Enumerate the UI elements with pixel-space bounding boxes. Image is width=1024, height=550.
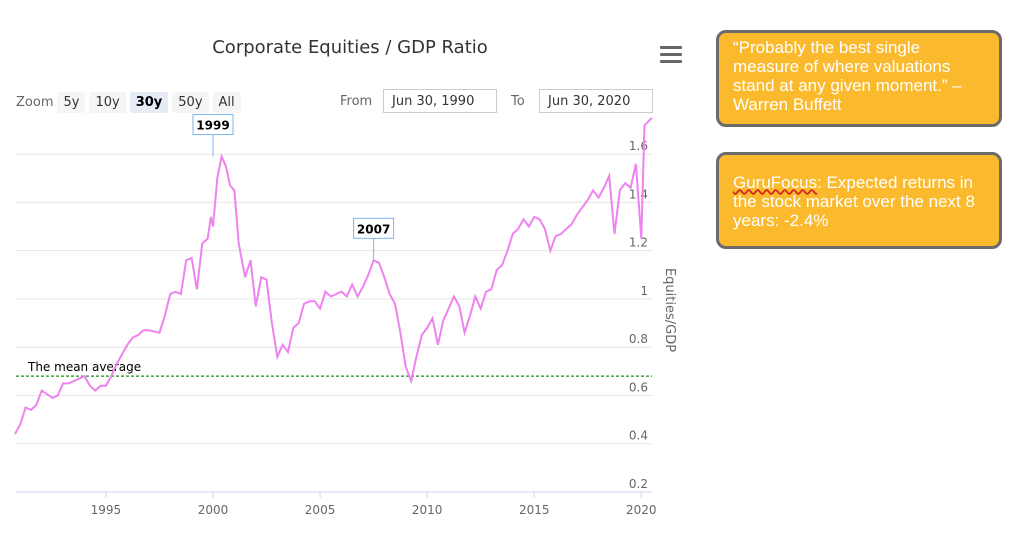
gurufocus-box: GuruFocus: Expected returns in the stock… [716, 152, 1002, 249]
zoom-50y-button[interactable]: 50y [172, 91, 209, 113]
x-tick-label: 2020 [626, 503, 657, 517]
annotation-2007: 2007 [353, 217, 395, 261]
gurufocus-brand: GuruFocus [733, 173, 818, 192]
zoom-label: Zoom [16, 94, 54, 110]
menu-bar [660, 53, 682, 56]
annotation-1999: 1999 [192, 114, 234, 157]
from-label: From [340, 94, 373, 109]
annotations: 1999 2007 [192, 114, 395, 261]
mean-average-label: The mean average [27, 360, 141, 374]
y-tick-label: 1 [640, 284, 648, 298]
y-tick-label: 0.4 [629, 429, 648, 443]
menu-bar [660, 60, 682, 63]
x-tick-label: 2000 [198, 503, 229, 517]
zoom-30y-button[interactable]: 30y [129, 91, 169, 113]
annotation-label: 1999 [196, 119, 229, 133]
y-tick-label: 0.2 [629, 477, 648, 491]
menu-bar [660, 46, 682, 49]
buffett-quote-text: “Probably the best single measure of whe… [733, 38, 962, 114]
buffett-quote-box: “Probably the best single measure of whe… [716, 30, 1002, 127]
annotation-label: 2007 [357, 222, 390, 236]
x-tick-label: 1995 [91, 503, 122, 517]
from-date-input[interactable]: Jun 30, 1990 [383, 89, 497, 113]
to-date-input[interactable]: Jun 30, 2020 [539, 89, 653, 113]
y-tick-label: 0.8 [629, 332, 648, 346]
y-tick-label: 1.2 [629, 236, 648, 250]
annotation-box [192, 114, 234, 136]
x-tick-label: 2005 [305, 503, 336, 517]
series-line [14, 117, 653, 435]
annotation-box [353, 217, 395, 239]
to-label: To [511, 94, 525, 109]
zoom-5y-button[interactable]: 5y [57, 91, 86, 113]
chart-svg: 0.20.40.60.811.21.41.6 1995 2000 2005 2010 2… [14, 114, 677, 517]
y-axis-label: Equities/GDP [662, 268, 677, 352]
x-tick-label: 2010 [412, 503, 443, 517]
y-tick-label: 1.6 [629, 139, 648, 153]
x-axis-ticks: 1995 2000 2005 2010 2015 2020 [91, 492, 657, 517]
grid-lines [16, 153, 652, 493]
zoom-all-button[interactable]: All [212, 91, 241, 113]
y-tick-label: 0.6 [629, 380, 648, 394]
zoom-bar: Zoom 5y 10y 30y 50y All [16, 90, 245, 114]
chart-title: Corporate Equities / GDP Ratio [212, 37, 488, 58]
x-tick-label: 2015 [519, 503, 550, 517]
gurufocus-text: : Expected returns in the stock market o… [733, 173, 975, 230]
zoom-10y-button[interactable]: 10y [89, 91, 126, 113]
menu-icon[interactable] [660, 46, 682, 64]
